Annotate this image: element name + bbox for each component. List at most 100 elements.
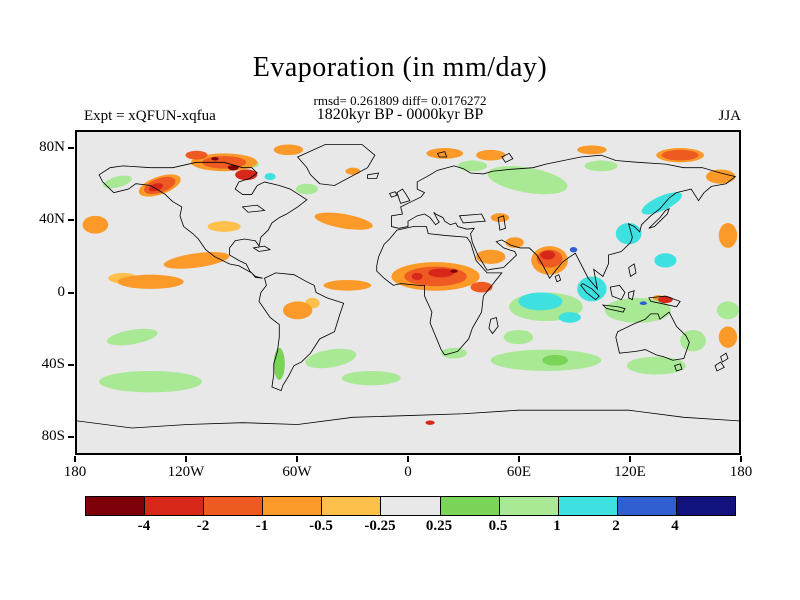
colorbar-cell bbox=[145, 497, 205, 515]
anomaly-blob bbox=[705, 169, 736, 184]
coastline bbox=[252, 245, 272, 252]
coastline bbox=[628, 290, 635, 301]
anomaly-blob bbox=[425, 420, 435, 425]
coastline bbox=[396, 188, 411, 204]
anomaly-blob bbox=[476, 249, 506, 264]
colorbar-level-label: -2 bbox=[196, 518, 210, 534]
coastline bbox=[389, 191, 398, 198]
coastline bbox=[436, 151, 448, 158]
y-tick-mark bbox=[68, 291, 74, 294]
coastline bbox=[554, 274, 562, 283]
anomaly-blob bbox=[542, 354, 568, 366]
anomaly-blob bbox=[476, 149, 506, 161]
colorbar-level-label: 4 bbox=[671, 518, 679, 534]
anomaly-blob bbox=[426, 148, 464, 159]
anomaly-blob bbox=[273, 144, 304, 156]
coastline bbox=[648, 207, 670, 229]
colorbar-level-label: 0.5 bbox=[488, 518, 508, 534]
colorbar-level-label: 1 bbox=[553, 518, 561, 534]
coastline bbox=[98, 161, 308, 279]
anomaly-blob bbox=[341, 370, 401, 386]
anomaly-blob bbox=[718, 326, 738, 348]
x-tick-label: 120W bbox=[167, 464, 205, 480]
anomaly-blob bbox=[207, 221, 241, 232]
anomaly-blob bbox=[558, 312, 581, 323]
x-tick-label: 60W bbox=[282, 464, 312, 480]
coastline bbox=[648, 295, 681, 308]
anomaly-blob bbox=[505, 237, 524, 248]
y-tick-label: 0 bbox=[57, 283, 66, 300]
stats-line: rmsd= 0.261809 diff= 0.0176272 bbox=[313, 93, 487, 108]
x-tick-mark bbox=[74, 456, 76, 462]
colorbar-cell bbox=[204, 497, 264, 515]
coastline bbox=[601, 304, 626, 313]
anomaly-blob bbox=[99, 370, 203, 393]
x-tick-mark bbox=[740, 456, 742, 462]
anomaly-blob bbox=[323, 280, 372, 291]
x-tick-label: 60E bbox=[506, 464, 532, 480]
map-plot-area bbox=[75, 130, 741, 455]
y-tick-mark bbox=[68, 435, 74, 438]
coastline bbox=[501, 152, 514, 163]
x-tick-mark bbox=[185, 456, 187, 462]
anomaly-blob bbox=[227, 164, 239, 171]
world-map-canvas bbox=[77, 132, 739, 453]
anomaly-blob bbox=[106, 328, 158, 346]
x-tick-mark bbox=[407, 456, 409, 462]
anomaly-blob bbox=[540, 250, 556, 260]
x-tick-label: 180 bbox=[729, 464, 753, 480]
y-tick-mark bbox=[68, 363, 74, 366]
colorbar bbox=[85, 496, 736, 516]
coastline bbox=[615, 311, 690, 361]
anomaly-blob bbox=[345, 167, 361, 175]
anomaly-blob bbox=[273, 347, 285, 380]
anomaly-blob bbox=[577, 145, 607, 155]
anomaly-blob bbox=[264, 173, 276, 181]
x-tick-label: 180 bbox=[63, 464, 87, 480]
colorbar-level-label: 0.25 bbox=[425, 518, 453, 534]
colorbar-level-label: -1 bbox=[255, 518, 269, 534]
anomaly-blob bbox=[163, 252, 230, 269]
coastline bbox=[628, 263, 637, 278]
x-tick-mark bbox=[296, 456, 298, 462]
colorbar-cell bbox=[322, 497, 382, 515]
anomaly-blob bbox=[185, 150, 208, 160]
y-tick-mark bbox=[68, 147, 74, 150]
coastline bbox=[720, 352, 729, 363]
y-tick-label: 80N bbox=[39, 139, 65, 156]
coastline bbox=[714, 361, 725, 372]
anomaly-blob bbox=[282, 301, 313, 320]
colorbar-level-label: 2 bbox=[612, 518, 620, 534]
colorbar-level-label: -0.25 bbox=[364, 518, 396, 534]
anomaly-blob bbox=[503, 329, 534, 345]
anomaly-blob bbox=[639, 301, 648, 305]
colorbar-cell bbox=[676, 497, 736, 515]
coastline bbox=[580, 283, 600, 301]
season-label: JJA bbox=[718, 108, 741, 124]
anomaly-blob bbox=[641, 192, 683, 215]
anomaly-blob bbox=[487, 166, 568, 195]
y-tick-label: 40N bbox=[39, 211, 65, 228]
anomaly-blob bbox=[654, 253, 677, 268]
anomaly-blob bbox=[518, 292, 563, 311]
anomaly-blob bbox=[718, 222, 738, 248]
y-tick-mark bbox=[68, 219, 74, 222]
anomaly-blob bbox=[103, 175, 132, 189]
colorbar-level-label: -0.5 bbox=[309, 518, 333, 534]
x-tick-mark bbox=[629, 456, 631, 462]
anomaly-blob bbox=[716, 301, 739, 320]
coastline bbox=[458, 213, 486, 224]
anomaly-blob bbox=[604, 297, 671, 323]
anomaly-blob bbox=[470, 281, 493, 293]
colorbar-cell bbox=[558, 497, 618, 515]
y-tick-label: 40S bbox=[41, 355, 65, 372]
coastline bbox=[241, 204, 266, 213]
anomaly-blob bbox=[457, 160, 488, 172]
colorbar-cell bbox=[263, 497, 323, 515]
anomaly-blob bbox=[490, 213, 510, 223]
period-line: 1820kyr BP - 0000kyr BP bbox=[316, 106, 484, 123]
anomaly-blob bbox=[305, 348, 357, 369]
anomaly-blob bbox=[441, 347, 467, 359]
colorbar-cell bbox=[499, 497, 559, 515]
colorbar-cell bbox=[86, 497, 146, 515]
